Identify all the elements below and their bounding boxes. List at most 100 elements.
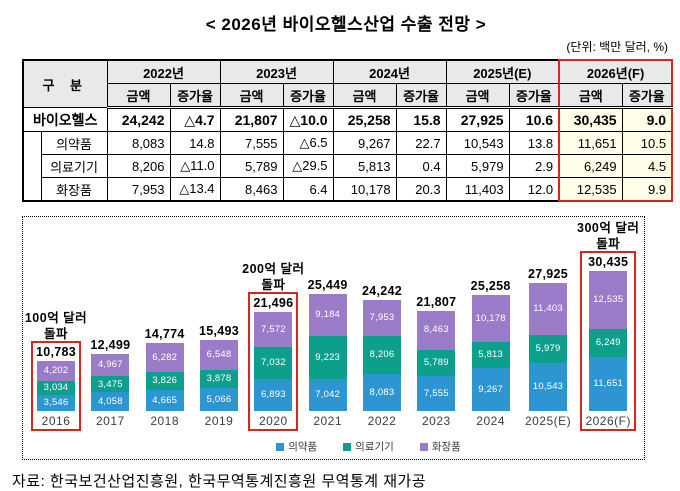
bar-segment-label: 9,223 [315,351,341,363]
bar-total-label: 30,435 [588,255,629,270]
bar-group-box: 14,774 6,282 3,826 4,665 2018 [140,323,190,431]
bars-row: 100억 달러 돌파 10,783 4,202 3,034 3,546 2016 12,49… [25,221,639,431]
legend-label: 의료기기 [355,441,394,453]
x-axis-label: 2024 [476,414,505,428]
bar-stack: 6,282 3,826 4,665 [145,343,184,411]
bar-segment-cosmetics: 11,403 [529,282,568,335]
legend-item-cosmetics: 화장품 [419,439,461,454]
bar-segment-pharma: 10,543 [529,362,568,411]
source-note: 자료: 한국보건산업진흥원, 한국무역통계진흥원 무역통계 재가공 [12,473,427,490]
bar-segment-label: 12,535 [593,294,624,306]
bar-segment-label: 11,403 [533,303,563,314]
bar-group: 200억 달러 돌파 21,496 7,572 7,032 6,893 2020 [242,262,304,431]
table-cell: 20.3 [395,177,447,202]
chart-legend: 의약품 의료기기 화장품 [58,439,679,454]
x-axis-label: 2022 [367,414,397,428]
bar-segment-label: 7,032 [260,357,286,369]
bar-segment-label: 9,267 [478,383,504,395]
year-group-header-2022: 2022년 [106,59,221,84]
bar-segment-medical-device: 3,878 [200,369,238,388]
legend-label: 화장품 [431,441,461,453]
bar-segment-label: 7,953 [369,312,395,324]
subheader-growth: 증가율 [395,83,447,109]
bar-group-box: 12,499 4,967 3,475 4,058 2017 [85,334,135,431]
bar-segment-label: 5,789 [423,357,449,369]
bar-stack: 6,548 3,878 5,066 [200,339,238,411]
bar-segment-cosmetics: 7,572 [254,312,293,348]
bar-segment-cosmetics: 7,953 [362,299,401,337]
bar-group: 21,807 8,463 5,789 7,555 2023 [411,291,461,431]
bar-segment-cosmetics: 4,202 [37,361,76,381]
subheader-amount: 금액 [219,83,284,109]
bar-segment-medical-device: 9,223 [308,336,347,379]
bar-segment-label: 4,665 [152,394,178,406]
bar-segment-medical-device: 5,789 [417,349,456,377]
x-axis-label: 2016 [41,414,71,428]
bar-segment-cosmetics: 9,184 [308,294,347,337]
bar-segment-cosmetics: 8,463 [417,310,456,350]
table-cell: 25,258 [332,107,397,132]
milestone-annotation: 300억 달러 돌파 [577,220,640,251]
table-cell: △11.0 [169,154,221,178]
bar-segment-pharma: 6,893 [254,379,293,411]
table-cell: △6.5 [282,131,334,155]
x-axis-label: 2021 [313,414,343,428]
legend-item-pharma: 의약품 [276,439,317,454]
bar-segment-label: 3,034 [43,381,69,393]
stacked-bar-chart: 100억 달러 돌파 10,783 4,202 3,034 3,546 2016 12,49… [22,216,645,460]
milestone-annotation: 200억 달러 돌파 [242,261,305,292]
indent-cell [22,131,42,202]
bar-segment-label: 6,282 [152,351,178,363]
bar-segment-label: 5,979 [535,343,561,354]
table-cell: 4.5 [621,154,674,178]
table-cell: 7,555 [219,131,284,155]
export-forecast-table: 구 분 2022년 2023년 2024년 2025년(E) 2026년(F) … [22,59,674,202]
year-group-header-2023: 2023년 [219,59,334,84]
table-cell: 30,435 [558,107,623,132]
bar-segment-label: 6,249 [595,337,621,349]
bar-segment-label: 8,083 [369,386,395,398]
bar-segment-medical-device: 7,032 [254,347,293,380]
bar-segment-label: 3,826 [152,374,178,386]
bar-group: 25,449 9,184 9,223 7,042 2021 [303,274,353,431]
bar-stack: 11,403 5,979 10,543 [529,282,568,411]
row-label: 의약품 [40,131,108,155]
table-cell: 12.0 [508,177,560,202]
table-cell: 10.5 [621,131,674,155]
bar-segment-pharma: 11,651 [589,357,628,411]
subheader-amount: 금액 [445,83,510,109]
bar-stack: 8,463 5,789 7,555 [417,310,456,411]
subheader-amount: 금액 [106,83,171,109]
bar-segment-pharma: 5,066 [200,387,238,411]
bar-group-box: 24,242 7,953 8,206 8,083 2022 [357,280,407,431]
bar-segment-label: 3,475 [97,378,123,390]
x-axis-label: 2026(F) [585,414,631,428]
subheader-growth: 증가율 [169,83,221,109]
legend-swatch-cosmetics [419,442,428,451]
bar-stack: 7,572 7,032 6,893 [254,312,293,411]
bar-group: 25,258 10,178 5,813 9,267 2024 [466,275,516,431]
table-cell: 13.8 [508,131,560,155]
table-cell: △13.4 [169,177,221,202]
bar-segment-medical-device: 3,475 [91,376,130,393]
bar-group: 300억 달러 돌파 30,435 12,535 6,249 11,651 2026(F) [577,221,639,431]
table-cell: 2.9 [508,154,560,178]
table-cell: 6,249 [558,154,623,178]
bar-segment-label: 3,546 [43,397,69,409]
table-cell: 5,979 [445,154,510,178]
bar-total-label: 25,258 [470,278,511,293]
x-axis-label: 2018 [150,414,180,428]
bar-segment-label: 10,178 [475,312,506,324]
bar-total-label: 27,925 [528,266,569,281]
bar-total-label: 10,783 [36,345,77,360]
bar-group: 14,774 6,282 3,826 4,665 2018 [140,323,190,431]
bar-group-box: 25,449 9,184 9,223 7,042 2021 [303,274,353,431]
bar-segment-pharma: 7,555 [417,376,456,411]
bar-total-label: 15,493 [198,323,240,338]
x-axis-label: 2023 [421,414,451,428]
bar-total-label: 25,449 [307,278,348,293]
bar-segment-pharma: 7,042 [308,378,347,411]
bar-group: 15,493 6,548 3,878 5,066 2019 [194,320,244,431]
bar-segment-pharma: 8,083 [362,373,401,411]
